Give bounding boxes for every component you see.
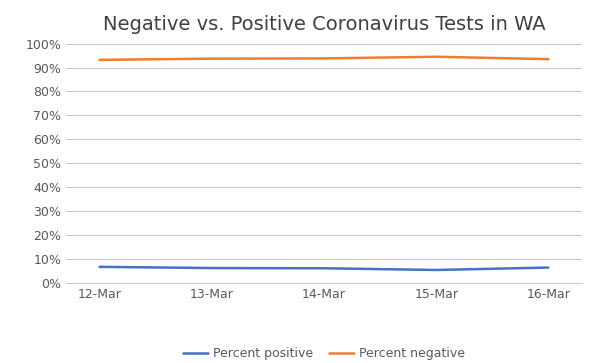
Legend: Percent positive, Percent negative: Percent positive, Percent negative (178, 342, 470, 363)
Percent negative (320, 56, 328, 61)
Line: Percent positive: Percent positive (100, 267, 548, 270)
Percent negative (96, 58, 103, 62)
Percent positive (96, 265, 103, 269)
Percent positive (433, 268, 440, 272)
Percent negative (545, 57, 552, 61)
Percent positive (545, 265, 552, 270)
Percent negative (433, 54, 440, 59)
Line: Percent negative: Percent negative (100, 57, 548, 60)
Percent positive (208, 266, 215, 270)
Title: Negative vs. Positive Coronavirus Tests in WA: Negative vs. Positive Coronavirus Tests … (103, 15, 545, 34)
Percent positive (320, 266, 328, 270)
Percent negative (208, 57, 215, 61)
